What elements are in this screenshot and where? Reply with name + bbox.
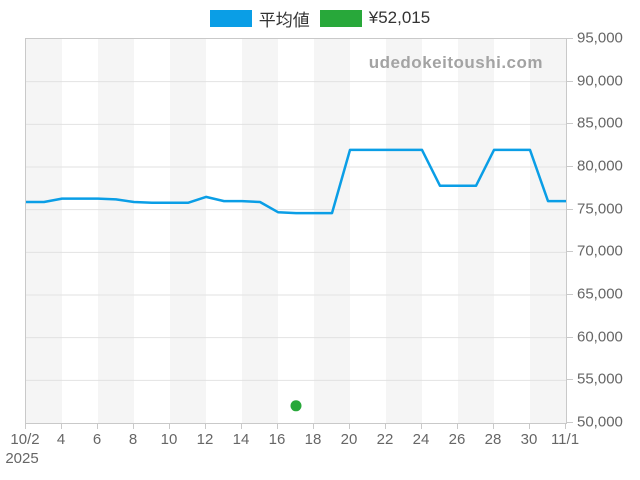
x-axis-tick xyxy=(349,423,350,429)
x-axis-label: 16 xyxy=(268,431,286,448)
x-axis-tick xyxy=(133,423,134,429)
y-axis-label: 80,000 xyxy=(577,157,623,175)
x-axis-label: 30 xyxy=(520,431,538,448)
x-axis-tick xyxy=(529,423,530,429)
x-axis-tick xyxy=(205,423,206,429)
y-axis-tick xyxy=(566,336,573,338)
x-axis-label: 6 xyxy=(92,431,102,448)
legend-label: 平均値 xyxy=(258,10,310,30)
x-axis-tick xyxy=(565,423,566,429)
y-axis-tick xyxy=(566,38,573,39)
y-axis-label: 95,000 xyxy=(577,29,623,47)
x-axis-tick xyxy=(313,423,314,429)
legend-swatch xyxy=(319,9,362,27)
legend-item-0[interactable]: 平均値 xyxy=(209,6,310,31)
y-axis-tick xyxy=(566,80,573,82)
y-axis-tick xyxy=(566,166,573,167)
legend-swatch xyxy=(209,9,252,27)
x-axis-tick xyxy=(421,423,422,429)
average-price-line xyxy=(26,148,566,215)
x-axis-label: 4 xyxy=(56,431,66,448)
x-axis-label: 14 xyxy=(232,431,250,448)
x-axis-tick xyxy=(61,423,62,429)
y-axis-label: 60,000 xyxy=(577,328,623,346)
x-axis-tick xyxy=(493,423,494,429)
x-axis-label: 28 xyxy=(484,431,502,448)
y-axis-label: 70,000 xyxy=(577,242,623,260)
x-axis-tick xyxy=(457,423,458,429)
x-axis-tick xyxy=(25,423,26,429)
y-axis-tick xyxy=(566,251,573,253)
x-axis-label: 22 xyxy=(376,431,394,448)
lowest-price-point xyxy=(290,400,302,412)
y-axis-label: 75,000 xyxy=(577,200,623,218)
x-axis-tick xyxy=(277,423,278,429)
y-axis-tick xyxy=(566,379,573,381)
x-axis-label: 18 xyxy=(304,431,322,448)
x-axis-label: 12 xyxy=(196,431,214,448)
y-axis-label: 90,000 xyxy=(577,72,623,90)
x-axis-label: 10 xyxy=(160,431,178,448)
y-axis-tick xyxy=(566,208,573,210)
x-axis-label: 8 xyxy=(128,431,138,448)
x-axis-tick xyxy=(385,423,386,429)
y-axis-tick xyxy=(566,294,573,295)
x-axis-label: 24 xyxy=(412,431,430,448)
x-axis-year-label: 2025 xyxy=(5,450,39,467)
y-axis-label: 55,000 xyxy=(577,370,623,388)
chart-canvas xyxy=(26,81,566,412)
x-axis-label: 11/1 xyxy=(550,431,580,448)
x-axis-label: 20 xyxy=(340,431,358,448)
x-axis-tick xyxy=(169,423,170,429)
legend: 平均値 ¥52,015 xyxy=(0,6,640,31)
y-axis-label: 85,000 xyxy=(577,114,623,132)
y-axis-label: 50,000 xyxy=(577,413,623,431)
x-axis-tick xyxy=(97,423,98,429)
x-axis-label: 10/2 xyxy=(10,431,40,448)
y-axis-tick xyxy=(566,123,573,125)
legend-label: ¥52,015 xyxy=(368,8,431,27)
y-axis-label: 65,000 xyxy=(577,285,623,303)
watermark: udedokeitoushi.com xyxy=(368,53,543,72)
x-axis-tick xyxy=(241,423,242,429)
plot-area: udedokeitoushi.com xyxy=(25,38,567,424)
x-axis-label: 26 xyxy=(448,431,466,448)
y-axis-tick xyxy=(566,422,573,423)
legend-item-1[interactable]: ¥52,015 xyxy=(319,8,431,28)
